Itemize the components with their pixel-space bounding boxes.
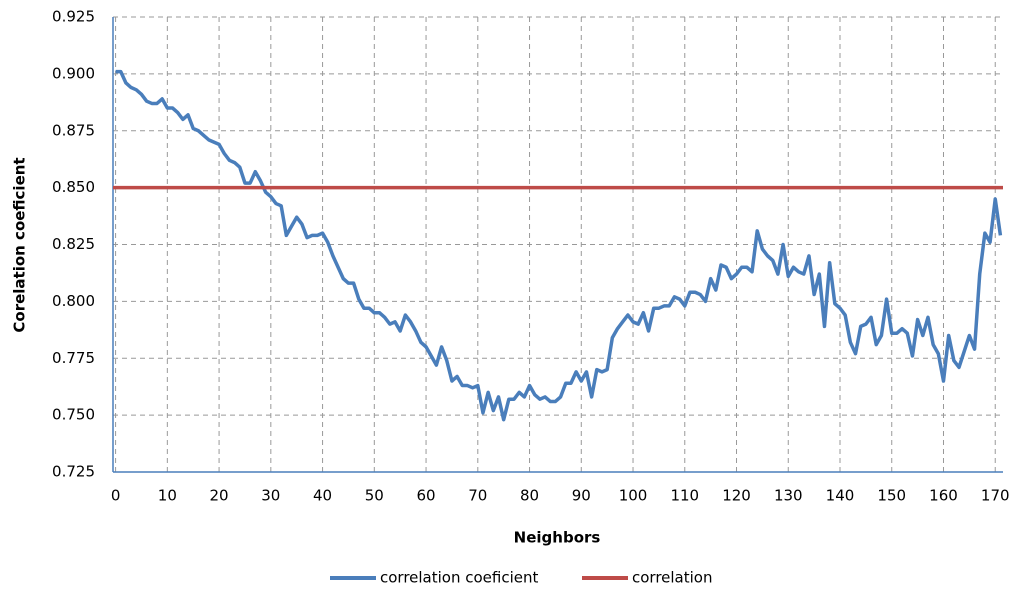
y-tick-label: 0.925 (52, 8, 95, 26)
x-tick-label: 130 (774, 487, 803, 505)
x-tick-label: 80 (520, 487, 539, 505)
x-tick-label: 110 (670, 487, 699, 505)
x-tick-label: 50 (365, 487, 384, 505)
x-tick-label: 40 (313, 487, 332, 505)
y-axis-title: Corelation coeficient (11, 157, 29, 332)
legend-label: correlation (632, 569, 713, 587)
x-tick-label: 60 (417, 487, 436, 505)
y-tick-label: 0.725 (52, 463, 95, 481)
x-tick-label: 20 (210, 487, 229, 505)
y-tick-label: 0.800 (52, 292, 95, 310)
x-tick-label: 160 (929, 487, 958, 505)
y-tick-label: 0.825 (52, 235, 95, 253)
x-tick-label: 150 (877, 487, 906, 505)
y-tick-label: 0.775 (52, 349, 95, 367)
y-tick-label: 0.750 (52, 406, 95, 424)
x-axis-title: Neighbors (514, 529, 601, 547)
y-tick-label: 0.850 (52, 178, 95, 196)
x-tick-label: 0 (111, 487, 121, 505)
data-line (115, 69, 1003, 422)
x-tick-label: 90 (572, 487, 591, 505)
y-tick-label: 0.875 (52, 121, 95, 139)
legend-label: correlation coeficient (380, 569, 539, 587)
x-tick-label: 120 (722, 487, 751, 505)
x-tick-label: 100 (619, 487, 648, 505)
x-tick-label: 170 (981, 487, 1010, 505)
x-tick-label: 140 (826, 487, 855, 505)
x-tick-label: 70 (468, 487, 487, 505)
x-tick-label: 10 (158, 487, 177, 505)
y-tick-label: 0.900 (52, 64, 95, 82)
x-tick-label: 30 (261, 487, 280, 505)
